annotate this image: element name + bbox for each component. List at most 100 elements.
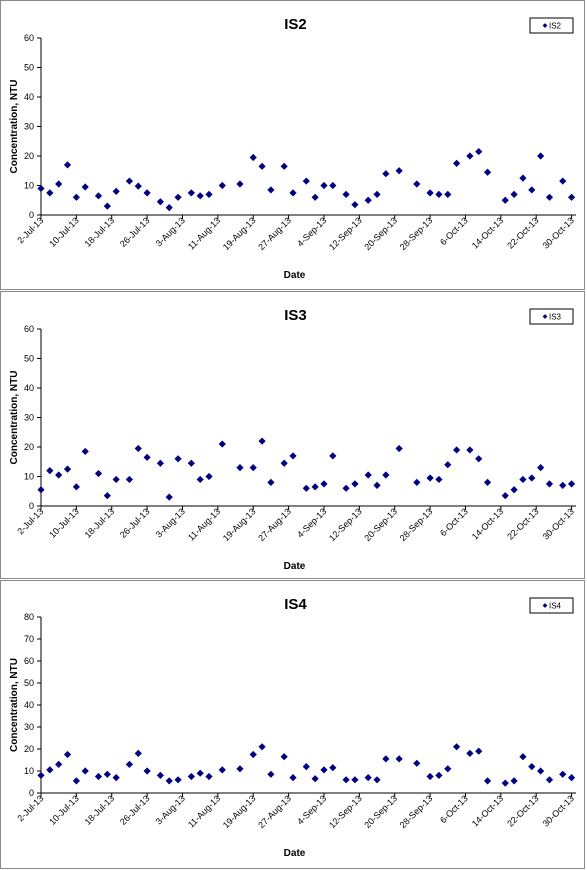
data-point [483, 168, 492, 176]
data-point [373, 481, 381, 489]
data-point [205, 190, 213, 198]
data-point [187, 189, 195, 197]
x-tick-label: 27-Aug-13 [256, 793, 293, 830]
data-point [519, 174, 527, 182]
x-tick-label: 30-Oct-13 [541, 793, 576, 828]
data-point [501, 492, 509, 500]
data-point [528, 763, 536, 771]
data-point [165, 493, 173, 501]
x-tick-label: 4-Sep-13 [295, 215, 328, 248]
legend-label: IS2 [549, 22, 562, 31]
data-point [55, 471, 63, 479]
y-tick-label: 50 [24, 678, 34, 688]
data-point [205, 772, 213, 781]
data-point [364, 774, 372, 782]
x-tick-label: 22-Oct-13 [505, 215, 540, 250]
x-tick-label: 30-Oct-13 [541, 506, 576, 541]
data-point [156, 771, 164, 779]
y-tick-label: 20 [24, 744, 34, 754]
data-point [528, 474, 536, 482]
data-point [559, 481, 567, 489]
data-point [559, 770, 567, 778]
x-tick-label: 22-Oct-13 [505, 793, 540, 828]
data-point [342, 190, 350, 198]
data-point [94, 469, 103, 478]
data-point [567, 193, 576, 201]
x-tick-label: 14-Oct-13 [470, 215, 505, 250]
x-tick-label: 12-Sep-13 [327, 215, 364, 252]
chart-title: IS2 [284, 16, 307, 33]
y-tick-label: 80 [24, 612, 34, 622]
data-point [143, 453, 151, 461]
data-point [519, 475, 527, 484]
data-point [249, 153, 257, 162]
x-tick-label: 3-Aug-13 [154, 215, 187, 248]
data-point [187, 772, 195, 781]
data-point [280, 459, 288, 467]
y-tick-label: 60 [24, 33, 34, 43]
data-point [364, 471, 372, 479]
x-tick-label: 20-Sep-13 [362, 793, 399, 830]
data-point [134, 444, 142, 453]
data-point [329, 452, 337, 460]
x-tick-label: 14-Oct-13 [470, 793, 505, 828]
data-point [453, 446, 461, 454]
x-tick-label: 4-Sep-13 [295, 793, 328, 826]
data-point [258, 162, 266, 170]
data-point [342, 484, 350, 492]
data-point [63, 750, 72, 759]
data-point [94, 772, 103, 781]
y-tick-label: 10 [24, 181, 34, 191]
data-point [453, 159, 461, 167]
chart-panel-is2: IS2 0 10 20 30 40 50 60 2-Jul-13 10-Jul-13 18-Jul-… [0, 0, 585, 290]
x-tick-label: 10-Jul-13 [47, 506, 81, 540]
data-point [510, 190, 518, 198]
data-point [289, 452, 297, 460]
data-point [320, 181, 328, 190]
data-point [37, 771, 45, 779]
data-point [134, 749, 142, 757]
legend-box [529, 17, 574, 34]
data-point [413, 759, 421, 767]
data-point [342, 776, 350, 784]
x-tick-label: 28-Sep-13 [398, 793, 435, 830]
data-point [302, 484, 310, 492]
x-tick-label: 11-Aug-13 [186, 793, 222, 829]
data-point [174, 193, 182, 201]
data-point [567, 480, 576, 488]
chart-panel-is4: IS4 0 10 20 30 40 50 60 70 80 2-Jul-13 10-Jul-13 18-… [0, 580, 585, 869]
data-point [435, 771, 443, 779]
data-point [112, 475, 120, 484]
data-point [395, 755, 403, 763]
y-tick-label: 30 [24, 122, 34, 132]
y-tick-label: 50 [24, 63, 34, 73]
data-point [545, 776, 554, 784]
data-point [249, 750, 257, 759]
data-point [103, 770, 111, 778]
data-point [143, 189, 151, 197]
data-point [174, 776, 182, 784]
data-point [320, 766, 328, 774]
data-point [205, 472, 213, 481]
data-point [444, 190, 452, 198]
data-point [413, 478, 421, 486]
data-point [267, 186, 275, 194]
data-point [545, 193, 554, 201]
x-tick-label: 11-Aug-13 [186, 215, 222, 251]
data-point [289, 189, 297, 197]
x-tick-label: 20-Sep-13 [362, 215, 399, 252]
data-point [112, 187, 120, 195]
data-point [125, 760, 134, 768]
data-point [156, 459, 164, 467]
data-point [37, 184, 45, 193]
data-point [55, 180, 63, 188]
x-tick-label: 4-Sep-13 [295, 506, 328, 539]
data-point [81, 183, 89, 191]
data-point [218, 766, 226, 774]
y-tick-label: 40 [24, 383, 34, 393]
x-tick-label: 26-Jul-13 [118, 506, 152, 540]
data-point [125, 475, 134, 484]
data-point [72, 193, 80, 201]
y-tick-label: 40 [24, 92, 34, 102]
